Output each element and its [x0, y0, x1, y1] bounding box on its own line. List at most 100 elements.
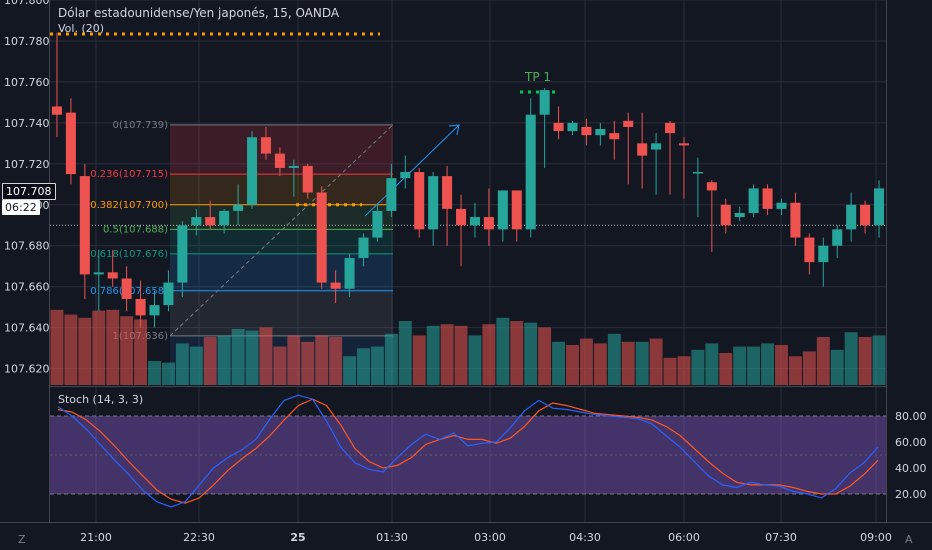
price-tick-label: 107.800	[4, 0, 50, 7]
candle-body	[428, 176, 439, 230]
candle-body	[595, 129, 606, 136]
candle-body	[804, 237, 815, 263]
candle-body	[790, 202, 801, 238]
candle-body	[734, 212, 745, 218]
stoch-d-line	[57, 398, 879, 504]
arrow-head	[448, 124, 460, 136]
time-tick-label: 22:30	[183, 531, 215, 544]
candle-body	[386, 178, 397, 211]
volume-bar	[816, 337, 830, 385]
candle-body	[511, 190, 522, 230]
candle-body	[469, 217, 480, 226]
candle-body	[121, 278, 132, 299]
candle-body	[637, 143, 648, 156]
candlestick-series[interactable]	[51, 32, 885, 328]
candle-body	[860, 204, 871, 226]
candle-body	[358, 237, 369, 259]
stoch-tick-label: 20.00	[895, 488, 927, 501]
candle-body	[651, 143, 662, 150]
candle-body	[163, 282, 174, 306]
price-tick-label: 107.780	[4, 35, 50, 48]
time-tick-label: 07:30	[765, 531, 797, 544]
candle-body	[442, 176, 453, 209]
candle-body	[316, 192, 327, 283]
fib-zone	[170, 253, 393, 291]
volume-bar	[858, 337, 872, 385]
candle-body	[539, 90, 550, 115]
volume-bar	[273, 346, 287, 385]
volume-bar	[788, 356, 802, 385]
countdown-badge: 06:22	[2, 200, 40, 215]
price-tick-label: 107.720	[4, 158, 50, 171]
time-tick-label: 09:00	[860, 531, 892, 544]
volume-bar	[691, 349, 705, 385]
volume-bar	[384, 333, 398, 385]
fib-level-label: 0.5(107.688)	[103, 224, 168, 235]
candle-body	[720, 204, 731, 226]
volume-bar	[148, 361, 161, 385]
volume-bar	[844, 332, 858, 385]
volume-bar	[189, 346, 203, 385]
volume-label: Vol. (20)	[58, 22, 105, 35]
volume-bar	[259, 327, 273, 385]
candle-body	[483, 217, 494, 230]
volume-bar	[566, 345, 579, 385]
volume-bar	[329, 337, 343, 385]
volume-bar	[775, 345, 788, 385]
last-price-badge: 107.708	[2, 183, 56, 200]
candle-body	[692, 172, 703, 174]
time-tick-label: 06:00	[668, 531, 700, 544]
fib-zone	[170, 229, 393, 254]
volume-bar	[496, 317, 510, 385]
time-tick-label: 25	[290, 531, 305, 544]
candle-body	[51, 106, 62, 115]
price-tick-label: 107.620	[4, 363, 50, 376]
candle-body	[553, 122, 564, 132]
volume-bar	[161, 362, 175, 385]
candle-body	[191, 217, 202, 226]
candle-body	[525, 114, 536, 230]
volume-bar	[301, 341, 315, 385]
volume-bar	[747, 346, 761, 385]
candle-body	[107, 272, 118, 279]
volume-bar	[872, 335, 886, 385]
stoch-tick-label: 40.00	[895, 462, 927, 475]
candle-body	[65, 112, 76, 175]
candle-body	[233, 204, 244, 211]
time-tick-label: 21:00	[80, 531, 112, 544]
candle-body	[219, 210, 230, 226]
volume-bar	[482, 324, 496, 385]
volume-bar	[524, 322, 538, 385]
price-tick-label: 107.760	[4, 76, 50, 89]
zoom-button[interactable]: Z	[18, 533, 26, 546]
volume-bars	[50, 309, 886, 385]
volume-bar	[203, 337, 217, 385]
candle-body	[623, 120, 634, 127]
candle-body	[846, 204, 857, 230]
candle-body	[330, 282, 341, 289]
volume-bar	[106, 309, 120, 385]
candle-body	[400, 172, 411, 179]
volume-bar	[454, 325, 468, 385]
candle-body	[567, 122, 578, 132]
candle-body	[776, 202, 787, 209]
candle-body	[456, 208, 467, 226]
stoch-label: Stoch (14, 3, 3)	[58, 393, 144, 406]
auto-scale-button[interactable]: A	[905, 533, 913, 546]
volume-bar	[440, 324, 454, 385]
volume-bar	[649, 338, 663, 385]
time-tick-label: 04:30	[569, 531, 601, 544]
candle-body	[274, 153, 285, 168]
volume-bar	[705, 343, 719, 385]
volume-bar	[120, 316, 134, 385]
drawing-tools[interactable]	[50, 32, 886, 226]
volume-bar	[412, 335, 426, 385]
volume-bar	[607, 333, 621, 385]
stochastic-panel[interactable]	[50, 394, 886, 508]
volume-bar	[538, 327, 552, 385]
candle-body	[678, 143, 689, 146]
candle-body	[135, 298, 146, 316]
volume-bar	[830, 349, 844, 385]
